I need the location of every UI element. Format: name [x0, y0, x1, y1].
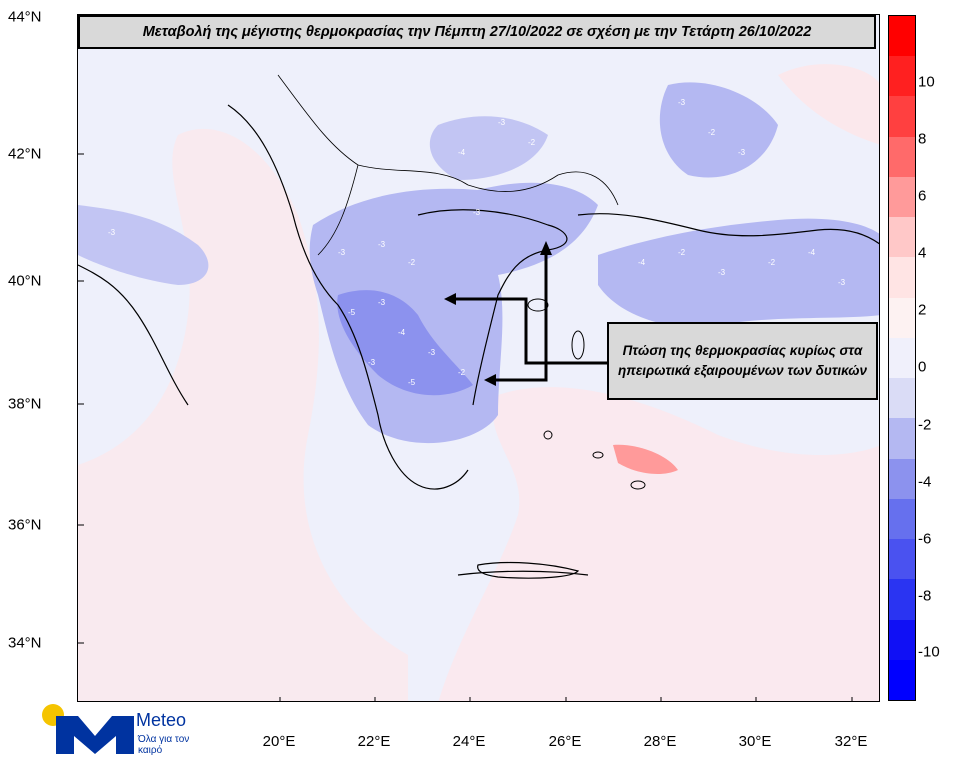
contour-value-label: -4 [808, 248, 816, 257]
colorbar-tick-minus8: -8 [918, 587, 932, 605]
colorbar-segment [889, 337, 915, 379]
annotation-arrows [456, 255, 608, 382]
contour-value-label: -4 [638, 258, 646, 267]
colorbar-tick-minus4: -4 [918, 473, 932, 491]
lat-label-44: 44°N [8, 8, 42, 26]
arrow-head-north [540, 241, 552, 255]
colorbar-tick-2: 2 [918, 301, 927, 319]
lat-label-36: 36°N [8, 516, 42, 534]
colorbar-segment [889, 136, 915, 177]
contour-value-label: -3 [498, 118, 506, 127]
colorbar-tick-minus10: -10 [918, 643, 940, 661]
colorbar-tick-minus6: -6 [918, 530, 932, 548]
contour-value-label: -2 [408, 258, 416, 267]
colorbar-segment [889, 16, 915, 57]
colorbar-segment [889, 297, 915, 338]
lon-label-22: 22°E [357, 733, 391, 750]
annotation-text: Πτώση της θερμοκρασίας κυρίως στα ηπειρω… [607, 322, 878, 400]
contour-value-label: -3 [108, 228, 116, 237]
arrow-head-southwest [484, 374, 496, 386]
colorbar-segment [889, 418, 915, 459]
contour-value-label: -4 [458, 148, 466, 157]
lon-label-24: 24°E [452, 733, 486, 750]
colorbar-segment [889, 257, 915, 298]
colorbar [888, 15, 916, 701]
contour-value-label: -3 [838, 278, 846, 287]
contour-value-label: -5 [348, 308, 356, 317]
contour-value-label: -2 [768, 258, 776, 267]
contour-value-label: -3 [678, 98, 686, 107]
lat-label-42: 42°N [8, 145, 42, 163]
colorbar-tick-6: 6 [918, 187, 927, 205]
contour-labels: -3 -3 -2 -5 -3 -4 -3 -2 -3 -5 -3 -3 -2 -4 -3 -2 -3 -4 -2 -3… [108, 98, 846, 387]
contour-value-label: -3 [378, 298, 386, 307]
lon-label-28: 28°E [643, 733, 677, 750]
colorbar-tick-minus2: -2 [918, 416, 932, 434]
contour-value-label: -2 [458, 368, 466, 377]
colorbar-tick-8: 8 [918, 130, 927, 148]
contour-value-label: -3 [378, 240, 386, 249]
colorbar-segment [889, 498, 915, 540]
colorbar-segment [889, 217, 915, 258]
contour-value-label: -3 [718, 268, 726, 277]
lon-label-32: 32°E [834, 733, 868, 750]
colorbar-tick-4: 4 [918, 244, 927, 262]
lat-label-40: 40°N [8, 272, 42, 290]
lon-label-20: 20°E [262, 733, 296, 750]
contour-value-label: -3 [738, 148, 746, 157]
colorbar-segment [889, 579, 915, 620]
colorbar-segment [889, 96, 915, 137]
contour-value-label: -2 [678, 248, 686, 257]
contour-value-label: -2 [708, 128, 716, 137]
contour-value-label: -5 [408, 378, 416, 387]
colorbar-segment [889, 659, 915, 700]
contour-value-label: -2 [528, 138, 536, 147]
contour-value-label: -3 [473, 208, 481, 217]
lon-label-30: 30°E [738, 733, 772, 750]
contour-value-label: -3 [368, 358, 376, 367]
lon-label-26: 26°E [548, 733, 582, 750]
logo-tagline: Όλα για τον καιρό [138, 734, 190, 756]
colorbar-segment [889, 619, 915, 660]
m-mark-icon [56, 716, 134, 754]
colorbar-segment [889, 378, 915, 419]
lat-label-34: 34°N [8, 634, 42, 652]
temperature-change-map: -3 -3 -2 -5 -3 -4 -3 -2 -3 -5 -3 -3 -2 -4 -3 -2 -3 -4 -2 -3… [78, 15, 879, 701]
meteo-logo: Meteo Όλα για τον καιρό [42, 704, 202, 760]
colorbar-segment [889, 56, 915, 97]
contour-value-label: -4 [398, 328, 406, 337]
logo-name: Meteo [136, 710, 187, 730]
contour-value-label: -3 [338, 248, 346, 257]
map-title: Μεταβολή της μέγιστης θερμοκρασίας την Π… [78, 15, 876, 49]
colorbar-tick-10: 10 [918, 73, 935, 91]
colorbar-tick-0: 0 [918, 358, 927, 376]
arrow-head-west [444, 293, 456, 305]
colorbar-segment [889, 539, 915, 580]
lat-label-38: 38°N [8, 395, 42, 413]
contour-value-label: -3 [428, 348, 436, 357]
colorbar-segment [889, 458, 915, 499]
colorbar-segment [889, 176, 915, 218]
